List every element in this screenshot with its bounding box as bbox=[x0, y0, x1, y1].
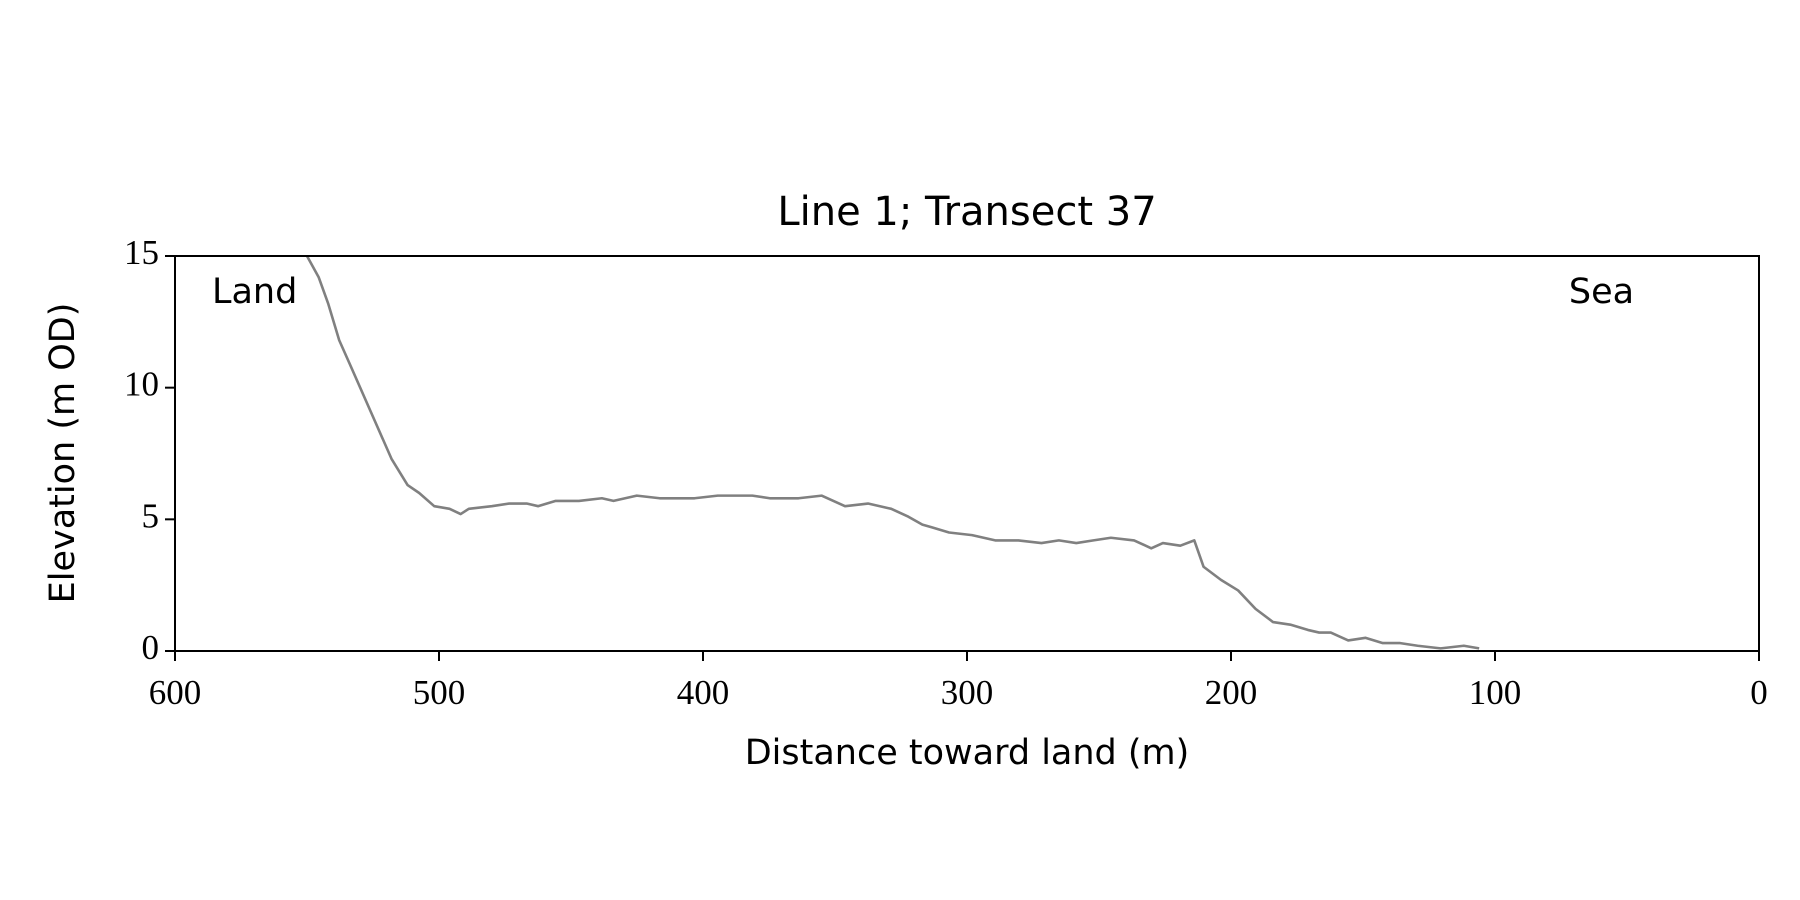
plot-frame bbox=[174, 255, 1760, 652]
x-axis-label: Distance toward land (m) bbox=[745, 733, 1190, 773]
y-tick-label: 15 bbox=[124, 233, 159, 272]
x-tick-label: 200 bbox=[1205, 673, 1258, 712]
y-tick-label: 10 bbox=[124, 365, 159, 404]
x-tick-label: 400 bbox=[677, 673, 730, 712]
y-tick-label: 0 bbox=[142, 628, 160, 667]
data-line bbox=[305, 255, 1480, 650]
annotation: Sea bbox=[1569, 272, 1634, 312]
annotation: Land bbox=[212, 272, 297, 312]
chart-title: Line 1; Transect 37 bbox=[777, 189, 1156, 235]
x-tick-label: 600 bbox=[149, 673, 202, 712]
x-tick-label: 0 bbox=[1750, 673, 1768, 712]
y-tick-label: 5 bbox=[142, 496, 160, 535]
y-axis-label: Elevation (m OD) bbox=[43, 303, 83, 604]
x-tick-label: 100 bbox=[1469, 673, 1522, 712]
x-tick-label: 300 bbox=[941, 673, 994, 712]
x-tick-label: 500 bbox=[413, 673, 466, 712]
